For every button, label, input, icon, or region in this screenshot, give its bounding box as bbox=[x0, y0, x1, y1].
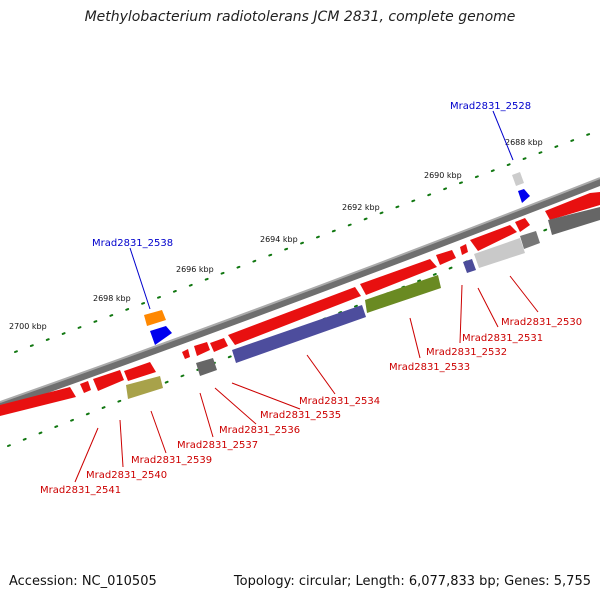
gene-label-2533[interactable]: Mrad2831_2533 bbox=[389, 362, 470, 373]
topology-text: Topology: circular; Length: 6,077,833 bp… bbox=[233, 574, 591, 589]
gene-label-2531[interactable]: Mrad2831_2531 bbox=[462, 333, 543, 344]
gene-arrow[interactable] bbox=[210, 338, 228, 352]
gene-arrow[interactable] bbox=[194, 342, 210, 356]
bottom-gene-labels: Mrad2831_2530 Mrad2831_2531 Mrad2831_253… bbox=[40, 317, 582, 496]
accession-text: Accession: NC_010505 bbox=[9, 574, 157, 589]
gene-arrow[interactable] bbox=[0, 387, 76, 416]
gene-arrow[interactable] bbox=[80, 381, 91, 393]
gene-label-2532[interactable]: Mrad2831_2532 bbox=[426, 347, 507, 358]
gene-box-olive[interactable] bbox=[365, 275, 441, 313]
gene-box-khaki[interactable] bbox=[126, 376, 163, 399]
tick-label-2698: 2698 kbp bbox=[93, 294, 131, 303]
gene-arrow[interactable] bbox=[93, 370, 124, 391]
gene-label-2536[interactable]: Mrad2831_2536 bbox=[219, 425, 300, 436]
tick-label-2694: 2694 kbp bbox=[260, 235, 298, 244]
gene-label-2538[interactable]: Mrad2831_2538 bbox=[92, 238, 173, 249]
gene-label-2535[interactable]: Mrad2831_2535 bbox=[260, 410, 341, 421]
leader-line bbox=[129, 247, 151, 310]
gene-arrow[interactable] bbox=[460, 244, 468, 255]
gene-arrow[interactable] bbox=[182, 349, 190, 359]
gene-arrow[interactable] bbox=[360, 259, 437, 295]
gene-box-lightgray[interactable] bbox=[474, 238, 525, 268]
tick-label-2696: 2696 kbp bbox=[176, 265, 214, 274]
gene-marker-blue[interactable] bbox=[518, 189, 530, 203]
forward-genes bbox=[0, 192, 600, 416]
gene-arrow[interactable] bbox=[228, 287, 361, 345]
gene-arrow[interactable] bbox=[124, 362, 156, 381]
marker-genes bbox=[144, 172, 530, 345]
gene-label-2534[interactable]: Mrad2831_2534 bbox=[299, 396, 380, 407]
gene-box-gray[interactable] bbox=[196, 358, 217, 376]
gene-box-gray[interactable] bbox=[548, 207, 600, 235]
gene-label-2540[interactable]: Mrad2831_2540 bbox=[86, 470, 167, 481]
gene-label-2530[interactable]: Mrad2831_2530 bbox=[501, 317, 582, 328]
upper-tick-ruler bbox=[14, 129, 600, 353]
gene-box-purple[interactable] bbox=[232, 305, 366, 363]
map-title: Methylobacterium radiotolerans JCM 2831,… bbox=[84, 9, 516, 25]
backbone-highlight bbox=[0, 177, 600, 403]
tick-label-2690: 2690 kbp bbox=[424, 171, 462, 180]
gene-arrow[interactable] bbox=[436, 250, 456, 265]
gene-arrow[interactable] bbox=[515, 218, 530, 232]
gene-label-2541[interactable]: Mrad2831_2541 bbox=[40, 485, 121, 496]
gene-box-gray[interactable] bbox=[520, 231, 540, 249]
bottom-leader-lines bbox=[74, 275, 539, 483]
gene-box-purple[interactable] bbox=[463, 259, 476, 273]
gene-arrow[interactable] bbox=[545, 192, 600, 220]
gene-marker-gray[interactable] bbox=[512, 172, 524, 186]
tick-label-2700: 2700 kbp bbox=[9, 322, 47, 331]
leader-line bbox=[492, 110, 514, 161]
gene-label-2539[interactable]: Mrad2831_2539 bbox=[131, 455, 212, 466]
gene-label-2537[interactable]: Mrad2831_2537 bbox=[177, 440, 258, 451]
gene-marker-orange[interactable] bbox=[144, 310, 166, 326]
feature-boxes bbox=[126, 207, 600, 399]
tick-label-2692: 2692 kbp bbox=[342, 203, 380, 212]
gene-label-2528[interactable]: Mrad2831_2528 bbox=[450, 101, 531, 112]
gene-marker-blue[interactable] bbox=[150, 326, 172, 345]
tick-label-2688: 2688 kbp bbox=[505, 138, 543, 147]
gene-arrow[interactable] bbox=[470, 225, 517, 251]
